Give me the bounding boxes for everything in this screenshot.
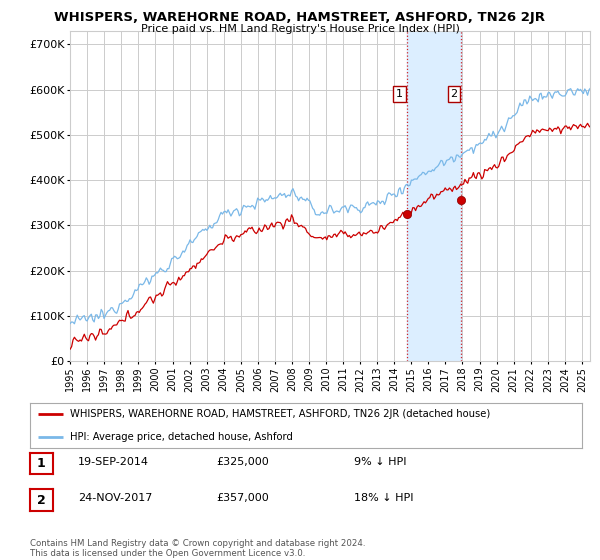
- Text: 19-SEP-2014: 19-SEP-2014: [78, 457, 149, 467]
- Text: Price paid vs. HM Land Registry's House Price Index (HPI): Price paid vs. HM Land Registry's House …: [140, 24, 460, 34]
- Text: WHISPERS, WAREHORNE ROAD, HAMSTREET, ASHFORD, TN26 2JR: WHISPERS, WAREHORNE ROAD, HAMSTREET, ASH…: [55, 11, 545, 24]
- Text: £325,000: £325,000: [216, 457, 269, 467]
- Text: 1: 1: [396, 89, 403, 99]
- Text: 2: 2: [451, 89, 458, 99]
- Text: 1: 1: [37, 457, 46, 470]
- Text: WHISPERS, WAREHORNE ROAD, HAMSTREET, ASHFORD, TN26 2JR (detached house): WHISPERS, WAREHORNE ROAD, HAMSTREET, ASH…: [70, 409, 490, 419]
- Text: £357,000: £357,000: [216, 493, 269, 503]
- Text: 9% ↓ HPI: 9% ↓ HPI: [354, 457, 407, 467]
- Text: 24-NOV-2017: 24-NOV-2017: [78, 493, 152, 503]
- Text: 2: 2: [37, 493, 46, 507]
- Text: 18% ↓ HPI: 18% ↓ HPI: [354, 493, 413, 503]
- Text: HPI: Average price, detached house, Ashford: HPI: Average price, detached house, Ashf…: [70, 432, 293, 442]
- Bar: [407, 31, 461, 361]
- Text: Contains HM Land Registry data © Crown copyright and database right 2024.
This d: Contains HM Land Registry data © Crown c…: [30, 539, 365, 558]
